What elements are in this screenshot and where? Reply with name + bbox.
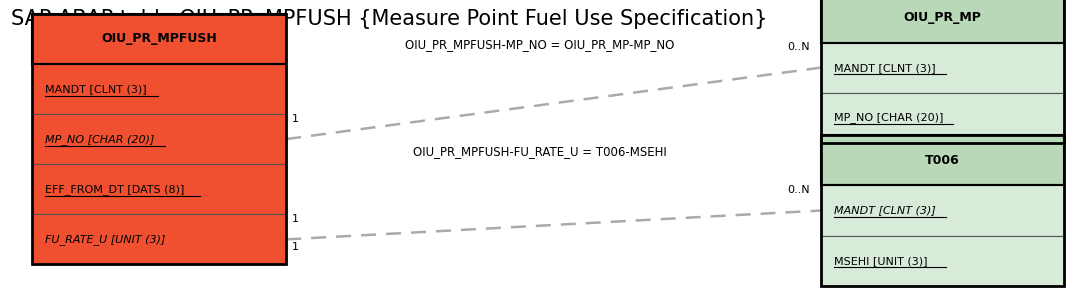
Bar <box>32 14 286 64</box>
Bar <box>821 185 1064 236</box>
Bar <box>32 64 286 114</box>
Bar <box>821 43 1064 93</box>
Bar <box>821 135 1064 185</box>
Bar <box>32 164 286 214</box>
Text: SAP ABAP table OIU_PR_MPFUSH {Measure Point Fuel Use Specification}: SAP ABAP table OIU_PR_MPFUSH {Measure Po… <box>11 9 767 30</box>
Text: 0..N: 0..N <box>787 43 810 52</box>
Text: OIU_PR_MPFUSH-FU_RATE_U = T006-MSEHI: OIU_PR_MPFUSH-FU_RATE_U = T006-MSEHI <box>414 146 666 158</box>
Text: 0..N: 0..N <box>787 185 810 195</box>
Bar <box>821 236 1064 286</box>
Text: 1: 1 <box>292 214 298 224</box>
Text: MP_NO [CHAR (20)]: MP_NO [CHAR (20)] <box>45 134 154 144</box>
Text: 1: 1 <box>292 243 298 252</box>
Text: MSEHI [UNIT (3)]: MSEHI [UNIT (3)] <box>834 256 928 266</box>
Text: OIU_PR_MP: OIU_PR_MP <box>903 11 982 24</box>
Text: OIU_PR_MPFUSH: OIU_PR_MPFUSH <box>102 32 217 45</box>
Bar <box>32 214 286 264</box>
Text: MANDT [CLNT (3)]: MANDT [CLNT (3)] <box>45 84 147 94</box>
Text: 1: 1 <box>292 114 298 124</box>
Text: OIU_PR_MPFUSH-MP_NO = OIU_PR_MP-MP_NO: OIU_PR_MPFUSH-MP_NO = OIU_PR_MP-MP_NO <box>405 38 675 50</box>
Text: EFF_FROM_DT [DATS (8)]: EFF_FROM_DT [DATS (8)] <box>45 184 185 195</box>
Bar <box>32 14 286 264</box>
Text: MANDT [CLNT (3)]: MANDT [CLNT (3)] <box>834 63 935 73</box>
Bar <box>821 0 1064 143</box>
Text: MANDT [CLNT (3)]: MANDT [CLNT (3)] <box>834 206 935 216</box>
Text: FU_RATE_U [UNIT (3)]: FU_RATE_U [UNIT (3)] <box>45 234 165 245</box>
Bar <box>821 0 1064 43</box>
Bar <box>821 135 1064 286</box>
Bar <box>821 93 1064 143</box>
Bar <box>32 114 286 164</box>
Text: T006: T006 <box>924 154 960 167</box>
Text: MP_NO [CHAR (20)]: MP_NO [CHAR (20)] <box>834 112 943 123</box>
